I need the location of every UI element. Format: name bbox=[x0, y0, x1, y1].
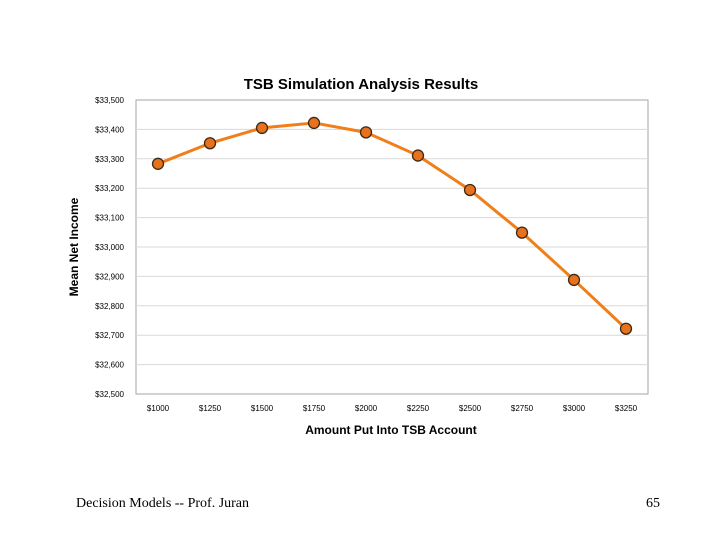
y-tick-label: $33,500 bbox=[95, 96, 124, 105]
data-point bbox=[307, 116, 321, 130]
data-point bbox=[463, 183, 477, 197]
x-tick-label: $2750 bbox=[511, 404, 534, 413]
x-tick-label: $2500 bbox=[459, 404, 482, 413]
x-axis-label: Amount Put Into TSB Account bbox=[305, 423, 477, 437]
y-axis-label: Mean Net Income bbox=[67, 197, 81, 296]
y-tick-label: $33,400 bbox=[95, 125, 124, 134]
x-tick-label: $3000 bbox=[563, 404, 586, 413]
data-point bbox=[359, 126, 373, 139]
x-tick-label: $2000 bbox=[355, 404, 378, 413]
x-tick-labels: $1000 $1250 $1500 $1750 $2000 $2250 $2500 $2750… bbox=[147, 404, 638, 413]
data-point bbox=[255, 121, 269, 135]
footer-course-text: Decision Models -- Prof. Juran bbox=[76, 496, 250, 511]
y-tick-label: $33,300 bbox=[95, 155, 124, 164]
data-point bbox=[515, 226, 529, 239]
y-tick-label: $32,600 bbox=[95, 361, 124, 370]
series-line bbox=[157, 121, 628, 330]
x-tick-label: $3250 bbox=[615, 404, 638, 413]
y-tick-labels: $32,500 $32,600 $32,700 $32,800 $32,900 $33,0… bbox=[95, 96, 124, 399]
x-tick-label: $1000 bbox=[147, 404, 170, 413]
footer-page-number: 65 bbox=[646, 496, 660, 511]
x-tick-label: $1500 bbox=[251, 404, 274, 413]
x-tick-label: $2250 bbox=[407, 404, 430, 413]
x-tick-label: $1750 bbox=[303, 404, 326, 413]
x-tick-label: $1250 bbox=[199, 404, 222, 413]
y-tick-label: $32,500 bbox=[95, 390, 124, 399]
gridlines bbox=[136, 128, 648, 366]
chart-title: TSB Simulation Analysis Results bbox=[244, 76, 479, 93]
data-point bbox=[567, 273, 581, 287]
data-point bbox=[411, 149, 425, 162]
data-point bbox=[151, 157, 165, 170]
data-point bbox=[619, 322, 633, 335]
y-tick-label: $33,000 bbox=[95, 243, 124, 252]
y-tick-label: $32,700 bbox=[95, 331, 124, 340]
y-tick-label: $33,100 bbox=[95, 214, 124, 223]
y-tick-label: $32,800 bbox=[95, 302, 124, 311]
series-mean-net-income bbox=[151, 116, 633, 335]
y-tick-label: $33,200 bbox=[95, 184, 124, 193]
chart: TSB Simulation Analysis Results $32,500$… bbox=[67, 76, 649, 437]
data-point bbox=[203, 137, 217, 150]
y-tick-label: $32,900 bbox=[95, 272, 124, 281]
